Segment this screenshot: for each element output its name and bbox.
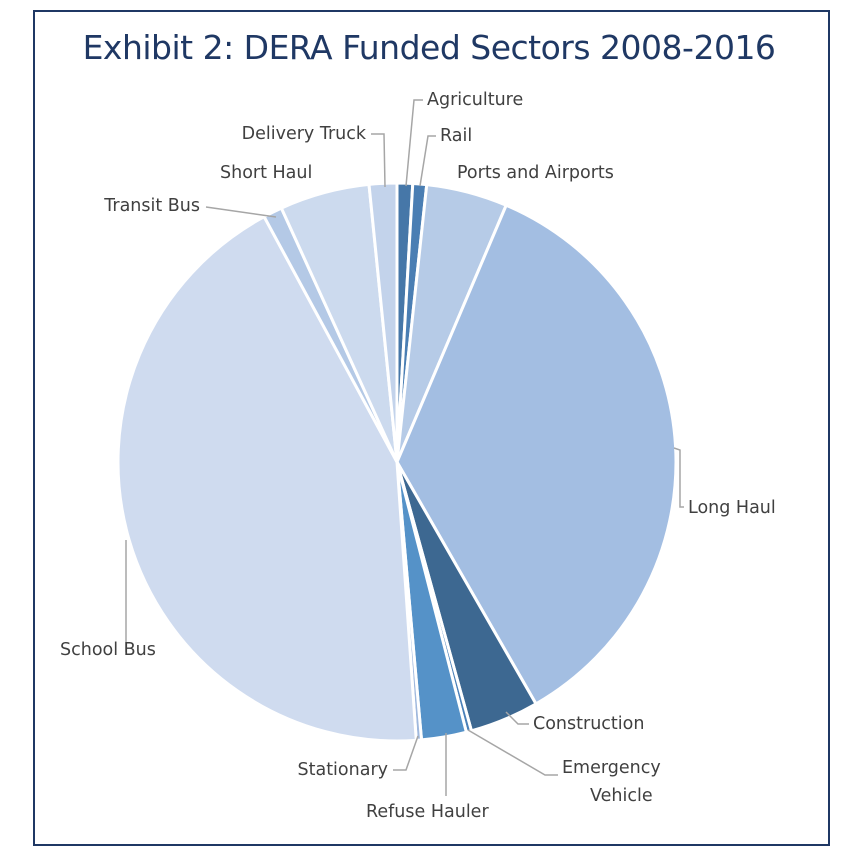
data-label: Delivery Truck bbox=[242, 124, 367, 144]
data-label: Construction bbox=[533, 714, 644, 734]
data-label: Short Haul bbox=[220, 163, 312, 183]
data-label: Refuse Hauler bbox=[366, 802, 489, 822]
data-label: Emergency Vehicle bbox=[562, 758, 661, 806]
data-label: Ports and Airports bbox=[457, 163, 614, 183]
leader-line bbox=[673, 447, 684, 508]
leader-line bbox=[371, 133, 386, 188]
data-label: Stationary bbox=[298, 760, 389, 780]
chart-title: Exhibit 2: DERA Funded Sectors 2008-2016 bbox=[82, 28, 776, 67]
data-label: School Bus bbox=[60, 640, 156, 660]
data-label: Transit Bus bbox=[103, 196, 200, 216]
data-label: Rail bbox=[440, 126, 472, 146]
leader-line bbox=[205, 206, 277, 218]
chart-frame bbox=[33, 10, 830, 846]
pie-slice-long-haul bbox=[395, 203, 678, 706]
data-label: Agriculture bbox=[427, 90, 523, 110]
leader-line bbox=[467, 729, 558, 776]
pie-slice-school-bus bbox=[116, 215, 418, 743]
leader-line bbox=[393, 735, 419, 771]
data-label: Long Haul bbox=[688, 498, 776, 518]
leader-line bbox=[419, 135, 436, 187]
pie-slice-delivery-truck bbox=[367, 181, 399, 464]
leader-line bbox=[505, 711, 529, 725]
leader-line bbox=[405, 99, 423, 187]
